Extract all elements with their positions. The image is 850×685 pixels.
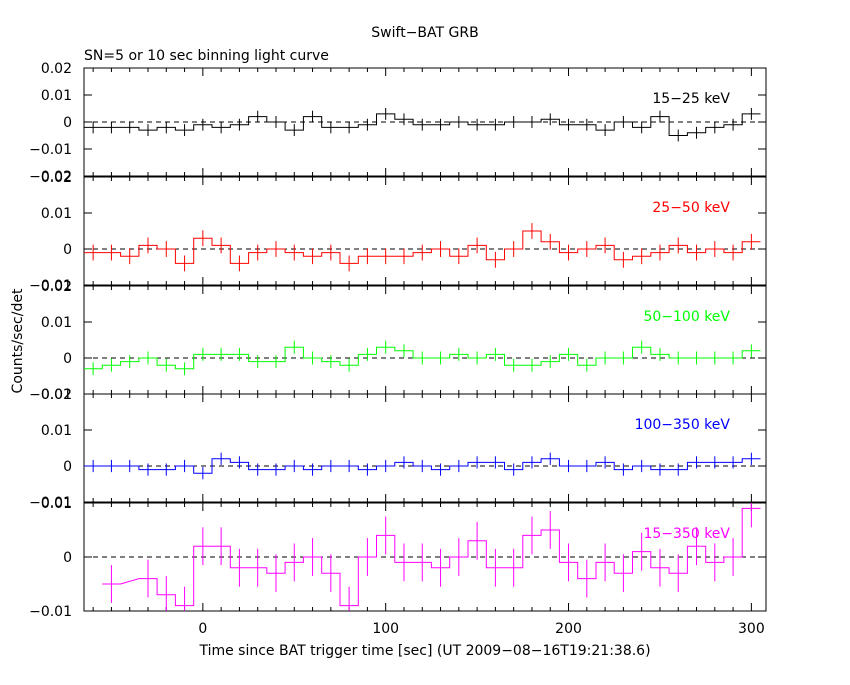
energy-band-label: 15−350 keV (643, 526, 730, 542)
chart-title: Swift−BAT GRB (371, 25, 478, 41)
y-tick-label: 0 (63, 351, 72, 367)
y-tick-label: 0.02 (41, 279, 72, 295)
panel-1: 0.02 0.01 0 −0.01 25−50 keV (29, 170, 767, 294)
y-tick-label: 0.01 (41, 423, 72, 439)
panel-frame (83, 176, 767, 286)
y-tick-label: 0 (63, 115, 72, 131)
y-tick-label: 0.02 (41, 61, 72, 77)
energy-band-label: 25−50 keV (652, 200, 730, 216)
energy-band-label: 50−100 keV (643, 309, 730, 325)
y-tick-label: 0 (63, 459, 72, 475)
x-tick-label: 300 (738, 621, 765, 637)
series-line (84, 230, 761, 264)
y-tick-label: 0.01 (41, 315, 72, 331)
y-tick-label: 0 (63, 550, 72, 566)
y-tick-label: 0 (63, 242, 72, 258)
y-tick-label: −0.01 (29, 495, 72, 511)
y-tick-label: −0.02 (29, 169, 72, 185)
x-tick-label: 0 (198, 621, 207, 637)
chart-subtitle: SN=5 or 10 sec binning light curve (84, 48, 329, 64)
energy-band-label: 100−350 keV (635, 417, 731, 433)
x-tick-label: 100 (372, 621, 399, 637)
panel-4: 0.01 0 −0.01 15−350 keV 0 100 200 300 (29, 496, 767, 637)
x-axis-label: Time since BAT trigger time [sec] (UT 20… (198, 643, 650, 659)
panel-frame (83, 393, 767, 503)
panels-group: 0.02 0.01 0 −0.01 −0.02 15−25 keV 0.02 0.01 0 −0.… (29, 61, 767, 637)
y-tick-label: 0.01 (41, 496, 72, 512)
y-tick-label: −0.01 (29, 604, 72, 620)
energy-band-label: 15−25 keV (652, 91, 730, 107)
series-line (84, 346, 761, 370)
panel-3: 0.02 0.01 0 −0.01 100−350 keV (29, 387, 767, 511)
series-line (84, 113, 761, 136)
y-tick-label: −0.01 (29, 278, 72, 294)
panel-2: 0.02 0.01 0 −0.01 50−100 keV (29, 279, 767, 403)
panel-frame (83, 285, 767, 395)
y-tick-label: 0.01 (41, 88, 72, 104)
y-tick-label: 0.01 (41, 206, 72, 222)
series-line (102, 507, 761, 607)
x-tick-label: 200 (555, 621, 582, 637)
panel-0: 0.02 0.01 0 −0.01 −0.02 15−25 keV (29, 61, 767, 185)
y-tick-label: 0.02 (41, 387, 72, 403)
y-tick-label: −0.01 (29, 142, 72, 158)
y-axis-label: Counts/sec/det (10, 288, 26, 393)
y-tick-label: −0.01 (29, 387, 72, 403)
y-tick-label: 0.02 (41, 170, 72, 186)
